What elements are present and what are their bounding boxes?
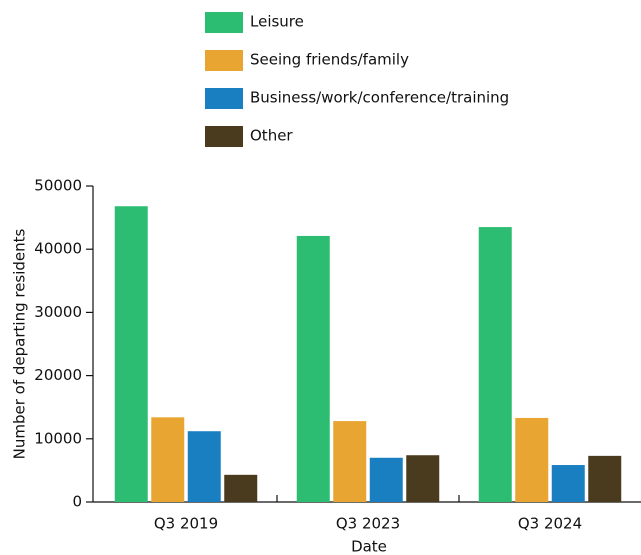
legend-label: Other	[250, 127, 293, 145]
y-tick-label: 10000	[34, 429, 82, 447]
x-axis-label: Date	[351, 538, 387, 555]
x-tick-label: Q3 2024	[518, 515, 582, 533]
bar	[187, 431, 221, 502]
legend-swatch	[205, 126, 243, 147]
bar	[224, 474, 258, 502]
legend-swatch	[205, 50, 243, 71]
legend-swatch	[205, 88, 243, 109]
bar	[551, 465, 585, 502]
legend-label: Leisure	[250, 13, 304, 31]
y-tick-label: 30000	[34, 303, 82, 321]
bar	[406, 455, 440, 502]
bar	[478, 227, 512, 502]
y-axis-label: Number of departing residents	[11, 228, 29, 459]
x-tick-label: Q3 2023	[336, 515, 400, 533]
bar	[333, 421, 367, 502]
bar	[296, 235, 330, 503]
legend-swatch	[205, 12, 243, 33]
legend-label: Seeing friends/family	[250, 51, 409, 69]
y-tick-label: 40000	[34, 240, 82, 258]
y-tick-label: 20000	[34, 366, 82, 384]
x-tick-label: Q3 2019	[154, 515, 218, 533]
legend-label: Business/work/conference/training	[250, 89, 509, 107]
bar	[588, 455, 622, 502]
bar	[114, 206, 148, 502]
y-tick-label: 50000	[34, 177, 82, 195]
bar	[369, 457, 403, 502]
y-tick-label: 0	[72, 493, 82, 511]
bar	[151, 417, 185, 502]
bar	[515, 417, 549, 502]
